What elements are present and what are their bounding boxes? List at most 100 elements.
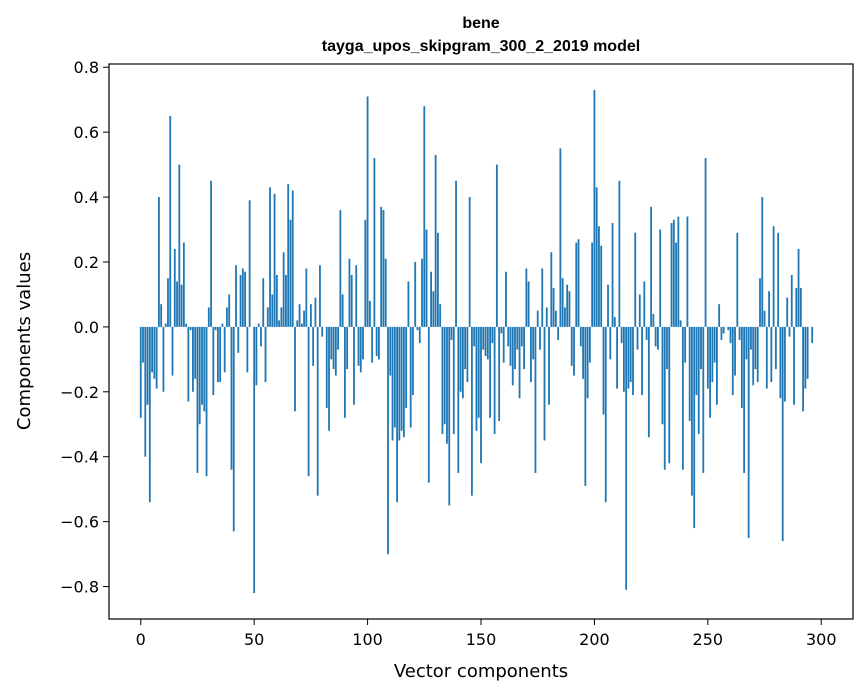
x-axis-label: Vector components (394, 661, 568, 682)
bar-32 (212, 326, 215, 396)
bar-190 (570, 326, 573, 366)
bar-209 (613, 317, 616, 327)
bar-177 (541, 268, 544, 327)
bar-74 (307, 326, 310, 477)
bar-68 (294, 326, 296, 412)
bar-150 (480, 326, 482, 464)
bar-208 (611, 223, 614, 327)
bar-138 (452, 326, 455, 434)
bar-238 (679, 320, 682, 327)
chart-subtitle: tayga_upos_skipgram_300_2_2019 model (322, 38, 640, 55)
bar-193 (577, 239, 580, 327)
bar-239 (681, 326, 684, 470)
y-tick-label: 0.6 (74, 123, 99, 142)
bar-154 (489, 326, 491, 418)
bar-217 (632, 326, 634, 396)
bar-221 (641, 326, 643, 396)
bar-275 (763, 310, 766, 327)
y-tick-label: 0.0 (74, 318, 99, 337)
bar-288 (793, 326, 795, 405)
bar-176 (539, 326, 541, 350)
bar-64 (285, 274, 287, 327)
bar-219 (636, 326, 639, 350)
bar-88 (339, 210, 342, 327)
bar-0 (139, 326, 142, 418)
bar-114 (398, 326, 401, 441)
bar-263 (736, 232, 739, 327)
bar-259 (727, 326, 730, 331)
bar-212 (620, 326, 623, 344)
bar-98 (362, 326, 364, 360)
bar-34 (216, 326, 219, 383)
bar-16 (176, 281, 178, 327)
bar-207 (609, 326, 612, 360)
bar-137 (450, 326, 453, 340)
bar-261 (731, 326, 734, 396)
bar-30 (207, 307, 210, 327)
bar-244 (693, 326, 696, 529)
bar-241 (686, 216, 689, 327)
bar-29 (205, 326, 208, 477)
bar-236 (675, 242, 677, 327)
x-tick-label: 300 (806, 630, 837, 649)
bar-133 (441, 326, 444, 434)
x-tick-label: 200 (579, 630, 610, 649)
bar-108 (384, 258, 387, 327)
bar-145 (468, 197, 471, 327)
bar-179 (545, 307, 548, 327)
bar-79 (319, 265, 321, 327)
bar-268 (747, 326, 750, 538)
bar-40 (230, 326, 233, 470)
bar-296 (811, 326, 814, 344)
bar-128 (430, 271, 432, 327)
bar-123 (418, 326, 421, 344)
y-tick-label: −0.4 (60, 448, 99, 467)
bar-60 (275, 274, 278, 327)
bar-200 (593, 89, 596, 327)
bar-228 (657, 326, 659, 350)
bar-92 (348, 258, 351, 327)
bar-226 (652, 313, 655, 327)
bar-14 (171, 326, 174, 376)
bar-291 (799, 287, 802, 327)
bar-173 (532, 326, 535, 360)
bar-153 (486, 326, 489, 360)
x-tick-label: 150 (466, 630, 497, 649)
bar-93 (350, 274, 353, 327)
y-tick-label: 0.8 (74, 58, 99, 77)
bar-292 (802, 326, 804, 412)
bar-116 (402, 326, 405, 438)
bar-230 (661, 326, 664, 425)
bar-205 (604, 326, 607, 503)
bar-144 (466, 326, 469, 383)
bar-96 (357, 326, 360, 366)
bar-185 (559, 148, 562, 327)
bar-5 (151, 326, 153, 373)
bar-240 (684, 326, 687, 363)
bar-48 (248, 200, 251, 327)
bar-23 (192, 326, 194, 392)
y-tick-label: −0.2 (60, 383, 99, 402)
bar-76 (312, 326, 315, 366)
bar-262 (734, 326, 736, 376)
bar-65 (287, 184, 290, 327)
bar-196 (584, 326, 587, 486)
bar-56 (266, 307, 269, 327)
bar-1 (142, 326, 144, 363)
bar-4 (148, 326, 151, 503)
bar-252 (711, 326, 714, 383)
bar-106 (380, 206, 383, 327)
bar-77 (314, 297, 317, 327)
bar-166 (516, 326, 519, 350)
bar-53 (260, 326, 262, 347)
bar-199 (591, 242, 594, 327)
bar-90 (344, 326, 346, 418)
bar-8 (158, 197, 160, 327)
bar-147 (473, 326, 476, 347)
bar-102 (371, 326, 374, 363)
bar-141 (459, 326, 462, 392)
bar-254 (716, 326, 718, 405)
bar-170 (525, 268, 528, 327)
bar-279 (772, 226, 775, 327)
